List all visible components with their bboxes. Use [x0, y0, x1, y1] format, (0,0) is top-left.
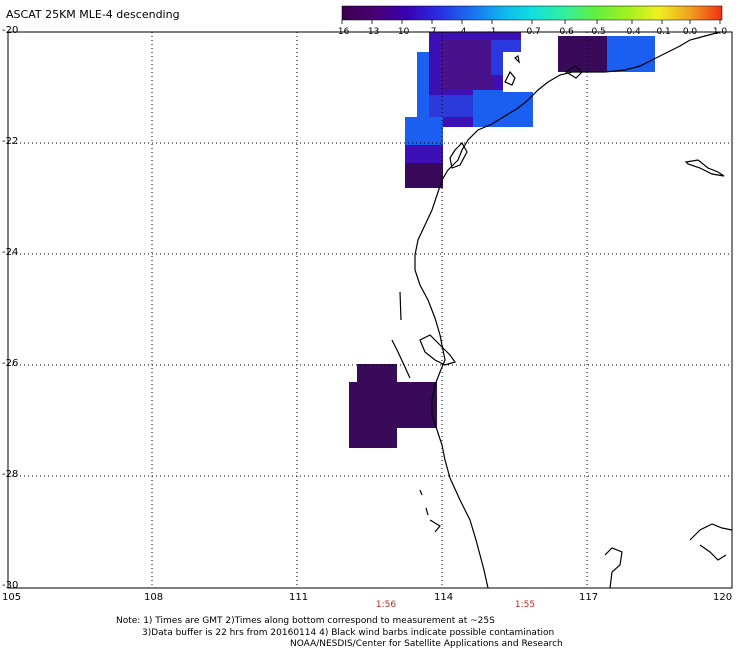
- wind-cell: [417, 52, 429, 117]
- island-path: [564, 65, 583, 79]
- bay-path: [419, 334, 456, 366]
- note-line-3: NOAA/NESDIS/Center for Satellite Applica…: [290, 639, 563, 649]
- map-title: ASCAT 25KM MLE-4 descending: [6, 8, 180, 21]
- wind-cell: [441, 40, 493, 90]
- wind-cell: [607, 36, 655, 72]
- island-path: [419, 489, 441, 533]
- plot-frame: [7, 31, 733, 589]
- graticule: [8, 32, 732, 588]
- wind-cell: [473, 90, 533, 127]
- island-path: [504, 70, 516, 86]
- island-path: [684, 159, 725, 177]
- wind-cell: [349, 428, 397, 448]
- wind-cell: [357, 364, 397, 382]
- wind-cells: [349, 32, 655, 448]
- note-line-2: 3)Data buffer is 22 hrs from 20160114 4)…: [142, 628, 555, 638]
- x-tick-label: 117: [579, 592, 599, 603]
- coastline: [391, 31, 733, 589]
- wind-cell: [405, 145, 443, 163]
- x-tick-label: 111: [289, 592, 309, 603]
- x-tick-label: 108: [144, 592, 164, 603]
- x-tick-label: 120: [713, 592, 733, 603]
- island-path: [399, 291, 402, 321]
- wind-cell: [405, 163, 443, 188]
- wind-cell: [429, 95, 473, 117]
- y-tick-label: -30: [2, 580, 19, 591]
- colorbar-gradient: [341, 5, 723, 21]
- island-path: [514, 54, 520, 64]
- coastline-path: [414, 31, 721, 589]
- y-tick-label: -22: [2, 136, 19, 147]
- coastline-path: [604, 523, 733, 589]
- y-tick-label: -26: [2, 358, 19, 369]
- time-label: 1:56: [375, 600, 397, 610]
- x-tick-label: 105: [2, 592, 22, 603]
- wind-cell: [349, 382, 437, 428]
- y-tick-label: -20: [2, 25, 19, 36]
- y-tick-label: -28: [2, 469, 19, 480]
- wind-cell: [405, 117, 443, 145]
- colorbar: [341, 5, 723, 24]
- island-path: [449, 142, 468, 169]
- y-tick-label: -24: [2, 247, 19, 258]
- time-label: 1:55: [514, 600, 536, 610]
- note-line-1: Note: 1) Times are GMT 2)Times along bot…: [116, 616, 495, 626]
- wind-cell: [558, 36, 608, 72]
- x-tick-label: 114: [434, 592, 454, 603]
- island-path: [391, 339, 411, 379]
